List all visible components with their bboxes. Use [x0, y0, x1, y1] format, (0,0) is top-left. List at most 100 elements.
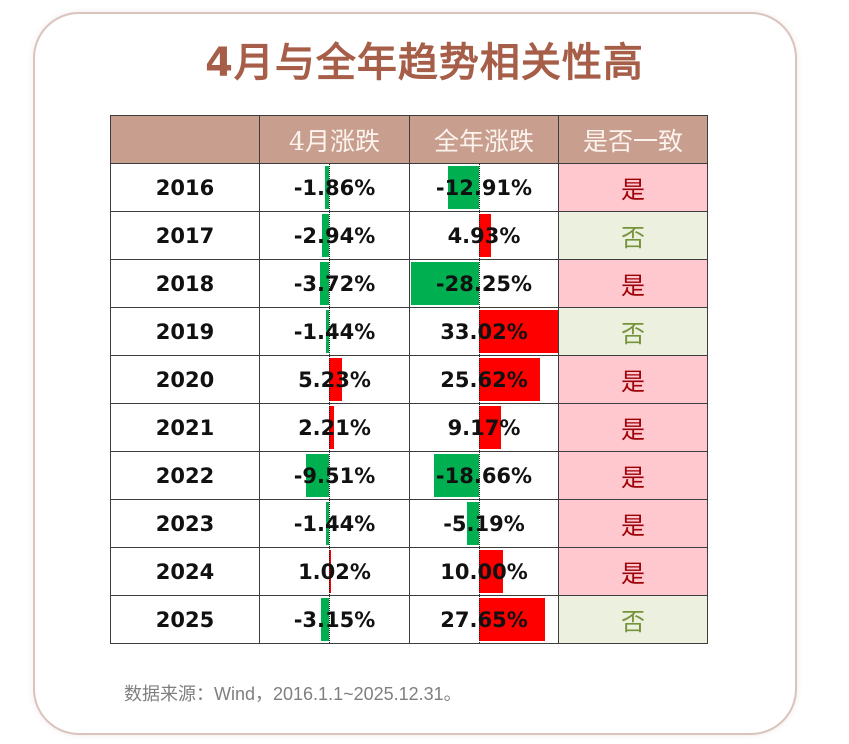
year-cell: 2021 — [110, 403, 260, 452]
year-cell: 2023 — [110, 499, 260, 548]
percent-value: 9.17% — [447, 415, 521, 440]
consistent-cell: 否 — [558, 307, 708, 356]
year-cell: 2020 — [110, 355, 260, 404]
negative-data-bar — [324, 166, 329, 209]
consistent-cell: 是 — [558, 403, 708, 452]
april-change-cell: -1.86% — [259, 163, 410, 212]
year-cell: 2018 — [110, 259, 260, 308]
bar-axis-line — [329, 548, 330, 595]
header-year — [110, 115, 260, 164]
april-change-cell: -9.51% — [259, 451, 410, 500]
table-row: 2016 -1.86% -12.91% 是 — [110, 163, 708, 212]
percent-value: -5.19% — [443, 511, 525, 536]
bar-axis-line — [329, 212, 330, 259]
year-cell: 2024 — [110, 547, 260, 596]
bar-axis-line — [479, 356, 480, 403]
negative-data-bar — [325, 502, 329, 545]
negative-data-bar — [321, 214, 329, 257]
bar-axis-line — [329, 356, 330, 403]
negative-data-bar — [325, 310, 329, 353]
percent-value: 5.23% — [298, 367, 371, 392]
bar-axis-line — [329, 596, 330, 643]
percent-value: -28.25% — [435, 271, 533, 296]
annual-change-cell: 9.17% — [409, 403, 559, 452]
table-row: 2022 -9.51% -18.66% 是 — [110, 451, 708, 500]
april-change-cell: -3.15% — [259, 595, 410, 644]
percent-value: -3.72% — [293, 271, 376, 296]
annual-change-cell: -28.25% — [409, 259, 559, 308]
april-change-cell: -1.44% — [259, 499, 410, 548]
percent-value: 27.65% — [440, 607, 528, 632]
bar-axis-line — [329, 500, 330, 547]
percent-value: 33.02% — [440, 319, 528, 344]
percent-value: -18.66% — [435, 463, 533, 488]
consistent-cell: 是 — [558, 547, 708, 596]
annual-change-cell: 27.65% — [409, 595, 559, 644]
bar-axis-line — [479, 308, 480, 355]
april-change-cell: 1.02% — [259, 547, 410, 596]
percent-value: 4.93% — [447, 223, 521, 248]
table-row: 2020 5.23% 25.62% 是 — [110, 355, 708, 404]
year-cell: 2025 — [110, 595, 260, 644]
percent-value: -12.91% — [435, 175, 533, 200]
bar-axis-line — [479, 596, 480, 643]
positive-data-bar — [479, 406, 501, 449]
percent-value: -1.86% — [293, 175, 376, 200]
bar-axis-line — [329, 308, 330, 355]
consistent-cell: 是 — [558, 163, 708, 212]
year-cell: 2019 — [110, 307, 260, 356]
percent-value: -1.44% — [293, 319, 376, 344]
table-row: 2017 -2.94% 4.93% 否 — [110, 211, 708, 260]
table-row: 2018 -3.72% -28.25% 是 — [110, 259, 708, 308]
consistent-cell: 是 — [558, 355, 708, 404]
april-change-cell: 2.21% — [259, 403, 410, 452]
april-change-cell: -1.44% — [259, 307, 410, 356]
percent-value: -9.51% — [293, 463, 376, 488]
negative-data-bar — [411, 262, 479, 305]
annual-change-cell: 25.62% — [409, 355, 559, 404]
percent-value: 25.62% — [440, 367, 528, 392]
bar-axis-line — [479, 164, 480, 211]
negative-data-bar — [321, 598, 329, 641]
header-annual-change: 全年涨跌 — [409, 115, 559, 164]
year-cell: 2022 — [110, 451, 260, 500]
table-row: 2023 -1.44% -5.19% 是 — [110, 499, 708, 548]
percent-value: -2.94% — [293, 223, 376, 248]
table-row: 2024 1.02% 10.00% 是 — [110, 547, 708, 596]
bar-axis-line — [329, 164, 330, 211]
consistent-cell: 是 — [558, 451, 708, 500]
positive-data-bar — [329, 550, 332, 593]
april-change-cell: -3.72% — [259, 259, 410, 308]
positive-data-bar — [329, 406, 335, 449]
positive-data-bar — [479, 214, 491, 257]
april-change-cell: -2.94% — [259, 211, 410, 260]
bar-axis-line — [329, 452, 330, 499]
header-consistent: 是否一致 — [558, 115, 708, 164]
table-row: 2025 -3.15% 27.65% 否 — [110, 595, 708, 644]
header-april-change: 4月涨跌 — [259, 115, 410, 164]
annual-change-cell: 33.02% — [409, 307, 559, 356]
positive-data-bar — [329, 358, 342, 401]
bar-axis-line — [329, 260, 330, 307]
annual-change-cell: 10.00% — [409, 547, 559, 596]
negative-data-bar — [448, 166, 479, 209]
data-table: 4月涨跌 全年涨跌 是否一致 2016 -1.86% -12.91% 是 2017 -2.… — [110, 115, 708, 644]
consistent-cell: 否 — [558, 595, 708, 644]
negative-data-bar — [434, 454, 479, 497]
positive-data-bar — [479, 598, 546, 641]
bar-axis-line — [479, 212, 480, 259]
table-row: 2019 -1.44% 33.02% 否 — [110, 307, 708, 356]
annual-change-cell: -18.66% — [409, 451, 559, 500]
consistent-cell: 是 — [558, 259, 708, 308]
negative-data-bar — [320, 262, 329, 305]
percent-value: 2.21% — [298, 415, 371, 440]
bar-axis-line — [479, 260, 480, 307]
data-source-note: 数据来源：Wind，2016.1.1~2025.12.31。 — [124, 684, 462, 704]
table-row: 2021 2.21% 9.17% 是 — [110, 403, 708, 452]
consistent-cell: 是 — [558, 499, 708, 548]
positive-data-bar — [479, 358, 541, 401]
percent-value: -1.44% — [293, 511, 376, 536]
year-cell: 2016 — [110, 163, 260, 212]
bar-axis-line — [479, 452, 480, 499]
page-title: 4月与全年趋势相关性高 — [205, 40, 644, 86]
